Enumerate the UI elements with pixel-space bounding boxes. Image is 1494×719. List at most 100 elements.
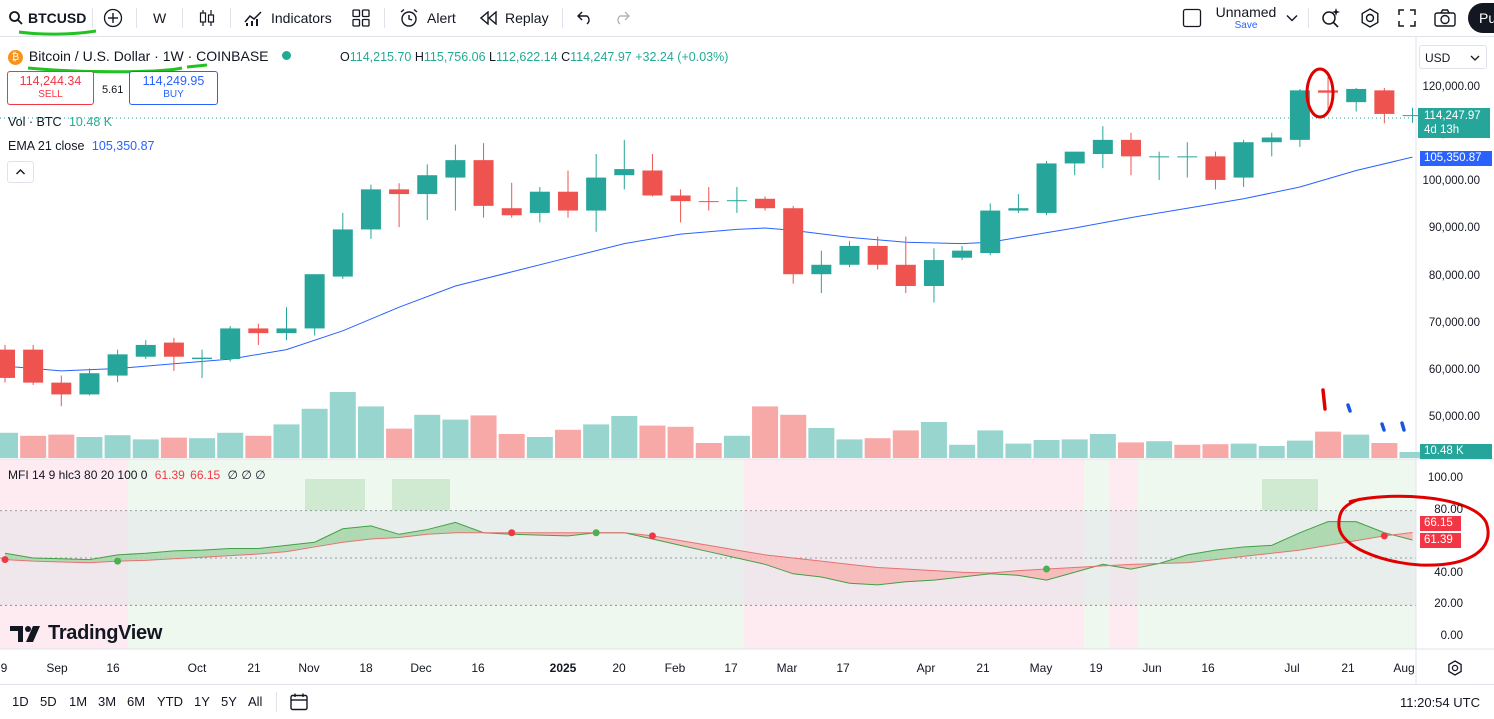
mfi-fill <box>708 545 737 558</box>
mfi-tick: 0.00 <box>1440 630 1463 642</box>
candle-body <box>23 349 44 383</box>
gear-icon <box>1448 660 1462 676</box>
mfi-fill <box>849 564 878 585</box>
mfi-zone <box>744 459 1084 649</box>
layout-menu-button[interactable] <box>1286 0 1298 36</box>
publish-button[interactable]: Pu <box>1468 3 1494 33</box>
range-1m-button[interactable]: 1M <box>69 694 88 709</box>
layout-name-button[interactable]: Unnamed Save <box>1214 5 1278 32</box>
mfi-fill <box>314 528 343 547</box>
gear-icon <box>1360 8 1380 28</box>
alert-button[interactable]: Alert <box>399 0 456 36</box>
mfi-series <box>1 521 1413 586</box>
volume-bar <box>1061 439 1088 458</box>
clock[interactable]: 11:20:54 UTC <box>1400 695 1480 710</box>
mfi-value-2: 66.15 <box>190 468 221 482</box>
price-axis-bg <box>1416 37 1494 684</box>
candle-body <box>163 342 184 357</box>
sell-button[interactable]: 114,244.34 SELL <box>7 71 94 105</box>
volume-bar <box>1118 442 1144 458</box>
mfi-fill <box>427 522 456 535</box>
volume-bar <box>273 424 300 458</box>
mfi-fill <box>89 554 118 563</box>
redo-button[interactable] <box>614 0 630 36</box>
goto-date-button[interactable] <box>289 692 309 717</box>
market-status-dot <box>282 51 292 60</box>
candle-body <box>980 210 1001 253</box>
mfi-zone <box>0 459 128 649</box>
tradingview-logo[interactable]: TradingView <box>10 622 162 645</box>
time-tick: 18 <box>359 661 373 675</box>
indicators-button[interactable]: Indicators <box>244 0 332 36</box>
candle-body <box>79 373 100 395</box>
redo-icon <box>614 11 630 25</box>
mfi-legend[interactable]: MFI 14 9 hlc3 80 20 100 0 61.39 66.15 ∅ … <box>8 468 266 482</box>
volume-bar <box>357 406 384 458</box>
interval-button[interactable]: W <box>153 10 167 26</box>
volume-bar <box>160 437 187 458</box>
mfi-cross-dot <box>1380 532 1388 540</box>
symbol-legend[interactable]: ₿ Bitcoin / U.S. Dollar · 1W · COINBASE <box>8 48 292 65</box>
range-5d-button[interactable]: 5D <box>40 694 57 709</box>
range-all-button[interactable]: All <box>248 694 263 709</box>
range-ytd-button[interactable]: YTD <box>157 694 183 709</box>
candle-body <box>952 250 973 258</box>
price-tick: 70,000.00 <box>1428 316 1480 329</box>
settings-button[interactable] <box>1360 0 1380 36</box>
mfi-fill <box>1356 521 1385 541</box>
replay-label: Replay <box>505 10 549 26</box>
collapse-legend-button[interactable] <box>7 161 34 183</box>
range-1d-button[interactable]: 1D <box>12 694 29 709</box>
volume-bar <box>442 419 469 458</box>
price-tick: 80,000.00 <box>1428 269 1480 282</box>
layout-checkbox[interactable] <box>1182 0 1202 36</box>
volume-bar <box>1258 446 1285 458</box>
price-chart[interactable] <box>0 37 1494 684</box>
mfi-fill <box>399 529 428 538</box>
spread-value: 5.61 <box>102 84 124 96</box>
volume-legend[interactable]: Vol · BTC 10.48 K <box>8 115 112 129</box>
volume-bar <box>1230 443 1257 458</box>
undo-button[interactable] <box>577 0 593 36</box>
buy-button[interactable]: 114,249.95 BUY <box>129 71 218 105</box>
square-icon <box>1182 8 1202 28</box>
mfi-fill <box>1187 550 1216 563</box>
volume-bar <box>0 432 18 458</box>
ema-label: EMA 21 close <box>8 139 85 153</box>
replay-button[interactable]: Replay <box>480 0 549 36</box>
snapshot-button[interactable] <box>1434 0 1456 36</box>
volume-bar <box>1089 434 1116 458</box>
range-1y-button[interactable]: 1Y <box>194 694 210 709</box>
open-value: 114,215.70 <box>349 50 412 64</box>
volume-bar <box>920 422 947 458</box>
chevron-down-icon <box>1470 55 1480 61</box>
templates-button[interactable] <box>352 0 370 36</box>
range-6m-button[interactable]: 6M <box>127 694 146 709</box>
volume-bar <box>1005 443 1032 458</box>
ema-legend[interactable]: EMA 21 close 105,350.87 <box>8 139 154 153</box>
range-3m-button[interactable]: 3M <box>98 694 117 709</box>
annotation-underline-1 <box>27 66 183 74</box>
volume-bar <box>611 416 638 458</box>
time-axis-settings-button[interactable] <box>1447 660 1463 681</box>
quick-search-button[interactable] <box>1320 0 1342 36</box>
volume-bar <box>752 406 779 458</box>
candle-body <box>445 160 466 178</box>
currency-select[interactable]: USD <box>1419 45 1487 69</box>
compare-button[interactable] <box>103 0 123 36</box>
mfi-fill <box>1046 567 1075 581</box>
price-tick: 60,000.00 <box>1428 363 1480 376</box>
range-5y-button[interactable]: 5Y <box>221 694 237 709</box>
price-tick: 120,000.00 <box>1422 81 1480 93</box>
chart-type-button[interactable] <box>198 0 216 36</box>
symbol-search[interactable]: BTCUSD <box>8 0 86 36</box>
fullscreen-button[interactable] <box>1398 0 1416 36</box>
annotation-mark-blue-3 <box>1400 421 1406 432</box>
candle-body <box>135 344 156 357</box>
time-tick: 2025 <box>549 661 577 675</box>
volume-label: Vol · BTC <box>8 115 62 129</box>
sell-price: 114,244.34 <box>19 74 82 88</box>
time-tick: 16 <box>106 661 120 675</box>
symbol-name: BTCUSD <box>28 10 87 26</box>
time-tick: Oct <box>187 661 207 675</box>
